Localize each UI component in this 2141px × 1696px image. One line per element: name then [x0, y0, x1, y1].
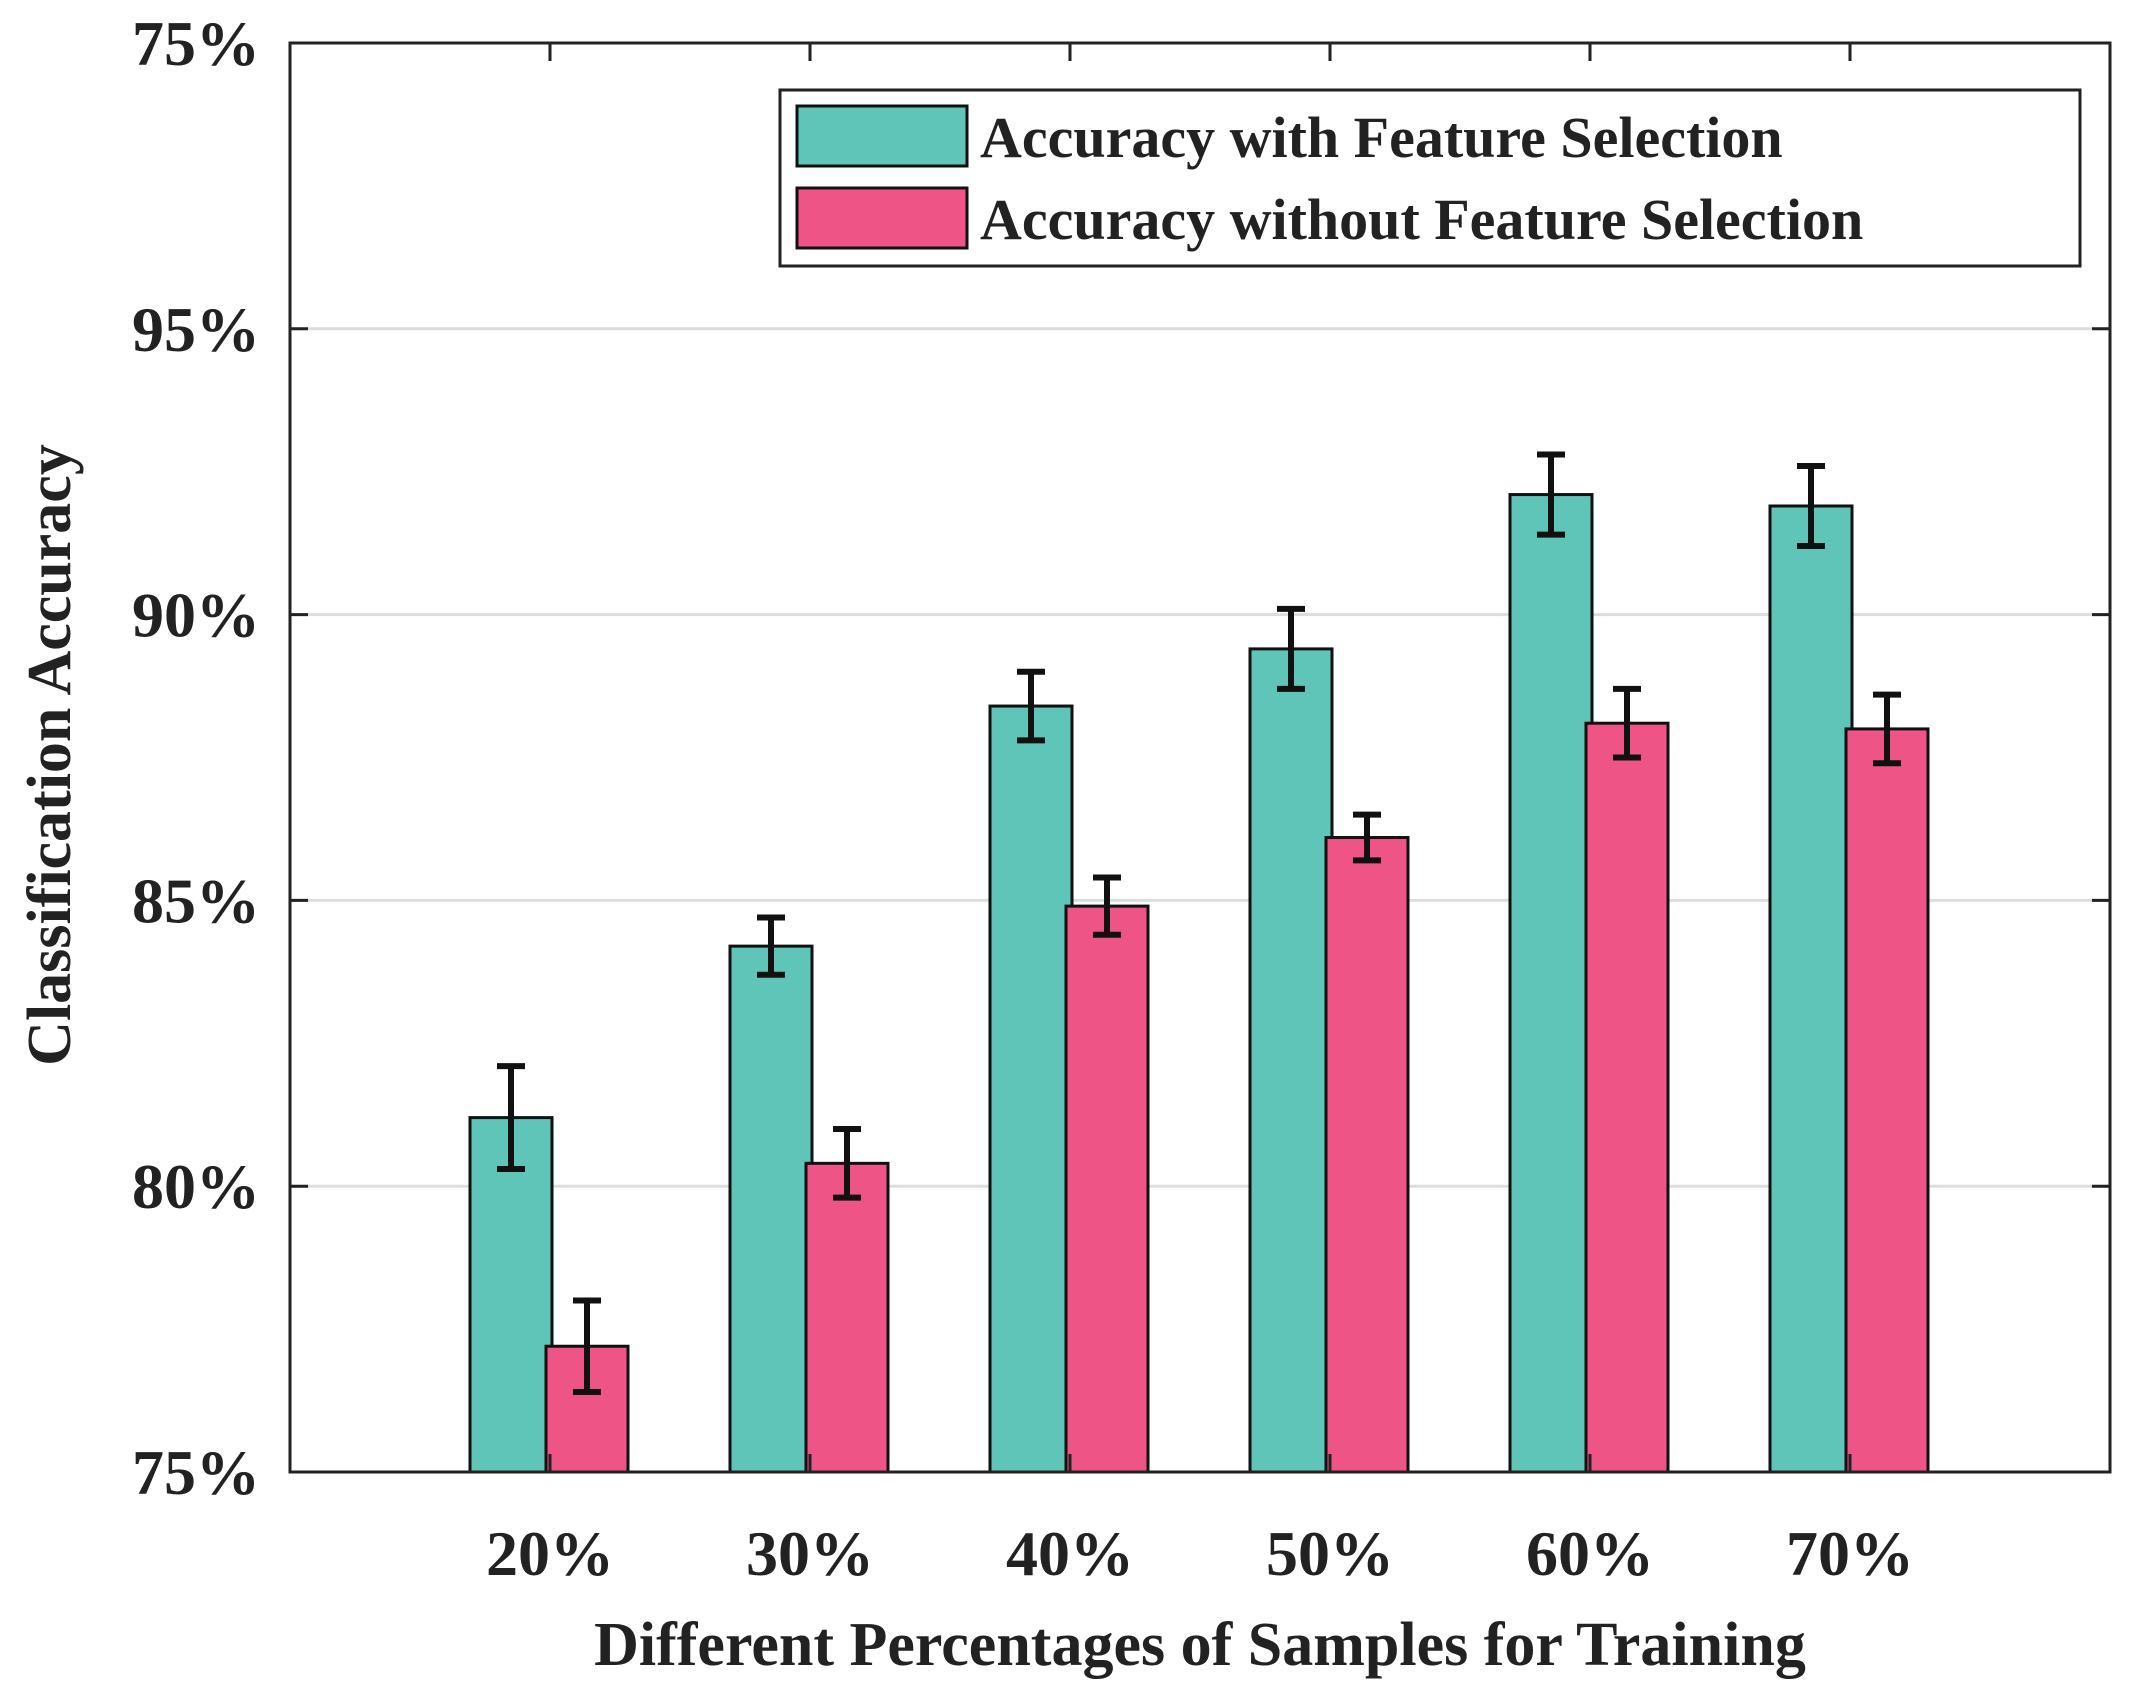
bar-without-fs-50pct [1324, 836, 1410, 1474]
legend: Accuracy with Feature Selection Accuracy… [778, 88, 2082, 268]
y-tick-label: 75% [132, 1437, 260, 1508]
legend-swatch-with-feature-selection [795, 104, 969, 168]
y-tick-label: 80% [132, 1151, 260, 1222]
x-tick-label: 40% [1006, 1518, 1134, 1589]
legend-label-without-feature-selection: Accuracy without Feature Selection [980, 187, 1863, 252]
y-tick-label: 75% [132, 8, 260, 79]
x-tick-label: 70% [1786, 1518, 1914, 1589]
y-tick-label: 95% [132, 294, 260, 365]
legend-swatch-without-feature-selection [795, 186, 969, 250]
bar-with-fs-30pct [728, 944, 814, 1474]
bar-with-fs-70pct [1768, 504, 1854, 1474]
x-axis-title: Different Percentages of Samples for Tra… [594, 1611, 1806, 1679]
legend-box [778, 88, 2082, 268]
bar-without-fs-30pct [804, 1161, 890, 1474]
bar-with-fs-50pct [1248, 647, 1334, 1474]
x-tick-label: 30% [746, 1518, 874, 1589]
x-tick-label: 50% [1266, 1518, 1394, 1589]
bar-without-fs-60pct [1584, 721, 1670, 1474]
y-axis-title: Classification Accuracy [16, 444, 84, 1066]
bar-without-fs-70pct [1844, 727, 1930, 1474]
y-tick-label: 85% [132, 865, 260, 936]
x-tick-label: 60% [1526, 1518, 1654, 1589]
y-tick-label: 90% [132, 580, 260, 651]
legend-label-with-feature-selection: Accuracy with Feature Selection [980, 105, 1783, 170]
bar-with-fs-40pct [988, 704, 1074, 1474]
axes: 75% 80% 85% 90% 95% 75% 20% 30% 40% 50% 60% 70% [132, 8, 2112, 1589]
bar-with-fs-60pct [1508, 493, 1594, 1474]
plot-frame [288, 41, 2112, 1474]
x-tick-label: 20% [486, 1518, 614, 1589]
error-bars [497, 451, 1901, 1395]
bar-without-fs-40pct [1064, 904, 1150, 1474]
